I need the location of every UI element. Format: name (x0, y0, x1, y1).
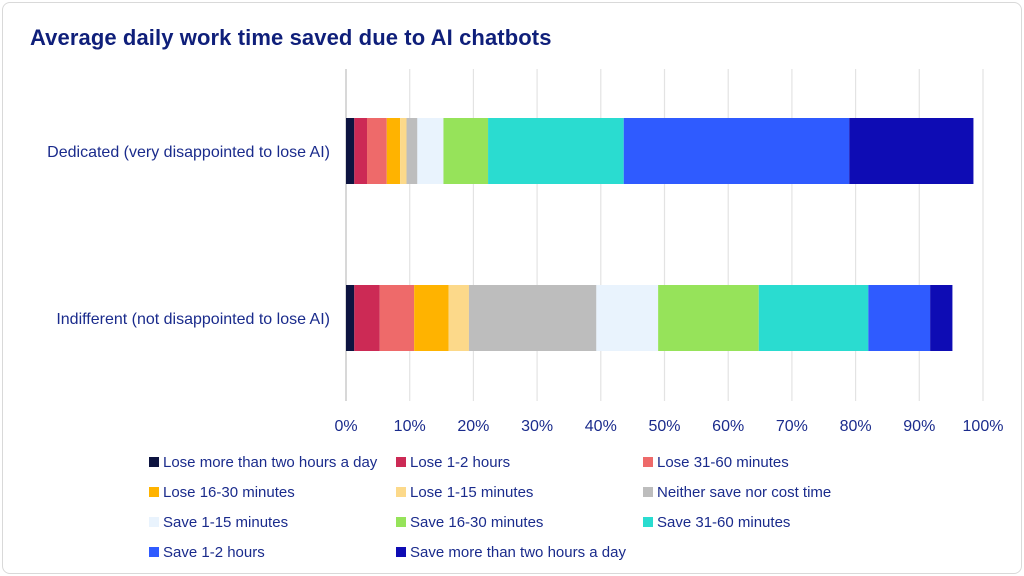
bar-segment (346, 118, 355, 184)
legend-swatch (643, 487, 653, 497)
x-tick-label: 40% (585, 418, 617, 435)
bar-segment (414, 285, 449, 351)
legend-item: Lose more than two hours a day (149, 451, 396, 473)
bar-segment (354, 285, 380, 351)
legend-label: Neither save nor cost time (657, 483, 832, 501)
legend-swatch (149, 457, 159, 467)
chart-plot: 0% 10% 20% 30% 40% 50% 60% 70% 80% 90% 100% Dedicat… (47, 69, 1004, 435)
legend-item: Save 31-60 minutes (643, 511, 869, 533)
legend-label: Save 31-60 minutes (657, 513, 791, 531)
bar-segment (400, 118, 407, 184)
x-tick-label: 20% (457, 418, 489, 435)
bar-segment (930, 285, 953, 351)
x-tick-label: 0% (334, 418, 357, 435)
legend-swatch (149, 517, 159, 527)
legend-label: Save 16-30 minutes (410, 513, 544, 531)
legend-swatch (396, 457, 406, 467)
bar-segment (406, 118, 418, 184)
legend-item: Save more than two hours a day (396, 541, 643, 563)
legend-item: Lose 1-2 hours (396, 451, 643, 473)
x-tick-label: 80% (840, 418, 872, 435)
bar-segment (596, 285, 659, 351)
legend-item: Save 16-30 minutes (396, 511, 643, 533)
legend-label: Save 1-15 minutes (163, 513, 289, 531)
legend-item: Lose 31-60 minutes (643, 451, 869, 473)
legend-swatch (643, 457, 653, 467)
x-tick-label: 50% (648, 418, 680, 435)
bar-segment (354, 118, 368, 184)
bar-segment (379, 285, 415, 351)
legend-swatch (149, 547, 159, 557)
legend-item: Lose 16-30 minutes (149, 481, 396, 503)
x-tick-label: 60% (712, 418, 744, 435)
x-tick-label: 100% (963, 418, 1004, 435)
legend-label: Lose 16-30 minutes (163, 483, 295, 501)
bar-segment (346, 285, 355, 351)
bar-segment (386, 118, 401, 184)
legend-item: Save 1-2 hours (149, 541, 396, 563)
legend-swatch (396, 517, 406, 527)
bar-segment (468, 285, 597, 351)
bar-segment (868, 285, 931, 351)
bar-segment (658, 285, 759, 351)
legend-label: Lose 1-15 minutes (410, 483, 534, 501)
x-tick-label: 10% (394, 418, 426, 435)
legend-swatch (396, 547, 406, 557)
legend-item: Neither save nor cost time (643, 481, 869, 503)
category-label: Dedicated (very disappointed to lose AI) (47, 144, 330, 161)
legend-item: Lose 1-15 minutes (396, 481, 643, 503)
bar-segment (849, 118, 974, 184)
legend-label: Lose more than two hours a day (163, 453, 378, 471)
bar-segment (623, 118, 850, 184)
legend-swatch (149, 487, 159, 497)
bar-segment (448, 285, 469, 351)
legend-label: Lose 1-2 hours (410, 453, 511, 471)
x-tick-label: 90% (903, 418, 935, 435)
category-label: Indifferent (not disappointed to lose AI… (56, 311, 330, 328)
legend-label: Lose 31-60 minutes (657, 453, 789, 471)
bar-segment (488, 118, 624, 184)
legend-swatch (643, 517, 653, 527)
legend-label: Save 1-2 hours (163, 543, 265, 561)
bar-segment (758, 285, 869, 351)
x-tick-label: 30% (521, 418, 553, 435)
bar-segment (443, 118, 489, 184)
legend-label: Save more than two hours a day (410, 543, 626, 561)
bar-segment (417, 118, 444, 184)
chart-legend: Lose more than two hours a day Lose 1-2 h… (149, 451, 869, 563)
x-tick-label: 70% (776, 418, 808, 435)
bar-segment (367, 118, 387, 184)
legend-item: Save 1-15 minutes (149, 511, 396, 533)
legend-swatch (396, 487, 406, 497)
chart-title: Average daily work time saved due to AI … (30, 25, 552, 50)
